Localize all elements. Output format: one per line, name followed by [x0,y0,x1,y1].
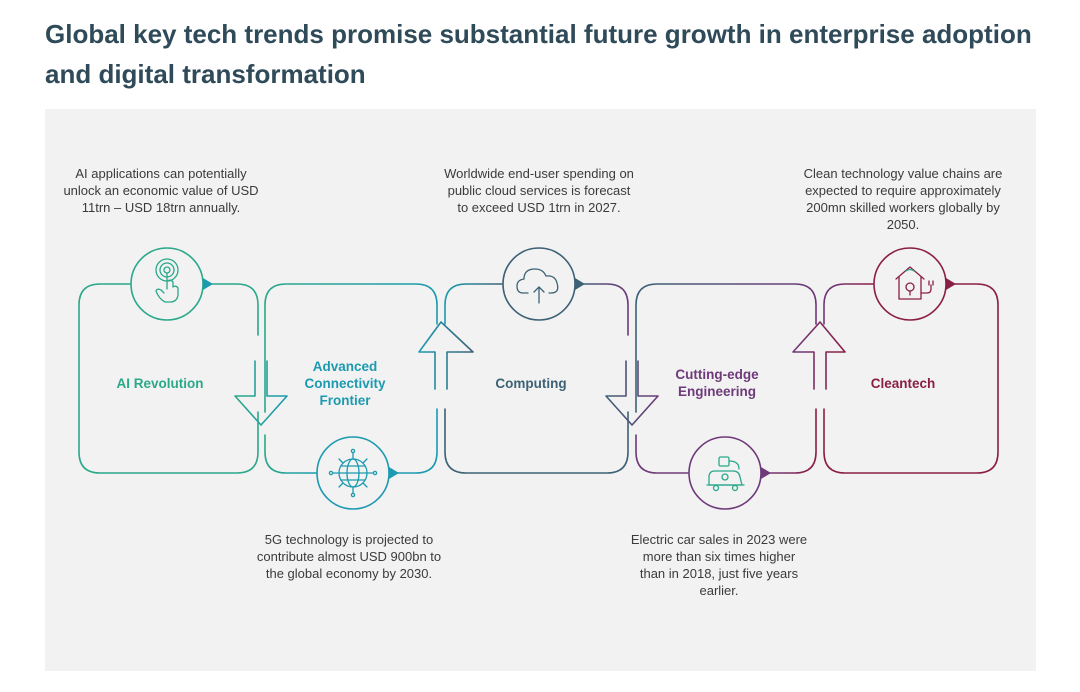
eco-house-plug-icon [895,266,934,300]
globe-network-icon [328,448,378,498]
icon-circle-computing [502,247,576,321]
down-arrow-2 [605,360,659,426]
page-title: Global key tech trends promise substanti… [45,19,1032,89]
cloud-upload-icon [516,268,559,304]
engineering-outline [635,283,817,413]
pointer-connectivity [389,467,399,479]
computing-label: Computing [495,376,567,391]
ai-revolution-note: AI applications can potentially unlock a… [63,166,259,215]
pointer-cleantech [946,278,956,290]
trends-diagram: AI applications can potentially unlock a… [45,109,1036,671]
pointer-computing [575,278,585,290]
up-arrow-2 [792,321,846,390]
icon-circle-engineering [688,436,762,510]
engineering-label: Cutting-edge Engineering [675,367,759,399]
connectivity-label: Advanced Connectivity Frontier [304,359,386,408]
cleantech-note: Clean technology value chains are expect… [803,166,1003,232]
cleantech-outline [823,283,874,325]
pointer-engineering [761,467,771,479]
touch-hand-icon [155,258,179,303]
ai-revolution-label: AI Revolution [116,376,204,391]
engineering-note: Electric car sales in 2023 were more tha… [630,532,808,598]
cleantech-label: Cleantech [870,376,936,391]
up-arrow-1 [418,321,474,390]
ai-revolution-outline [78,283,259,474]
connectivity-outline [264,283,438,413]
icon-circle-cleantech [873,247,947,321]
trend-flow-graphic [78,247,999,510]
computing-outline [444,283,503,325]
connectivity-note: 5G technology is projected to contribute… [256,532,442,581]
down-arrow-1 [234,360,288,426]
electric-car-charger-icon [706,456,745,492]
computing-note: Worldwide end-user spending on public cl… [444,166,634,215]
pointer-ai [203,278,213,290]
